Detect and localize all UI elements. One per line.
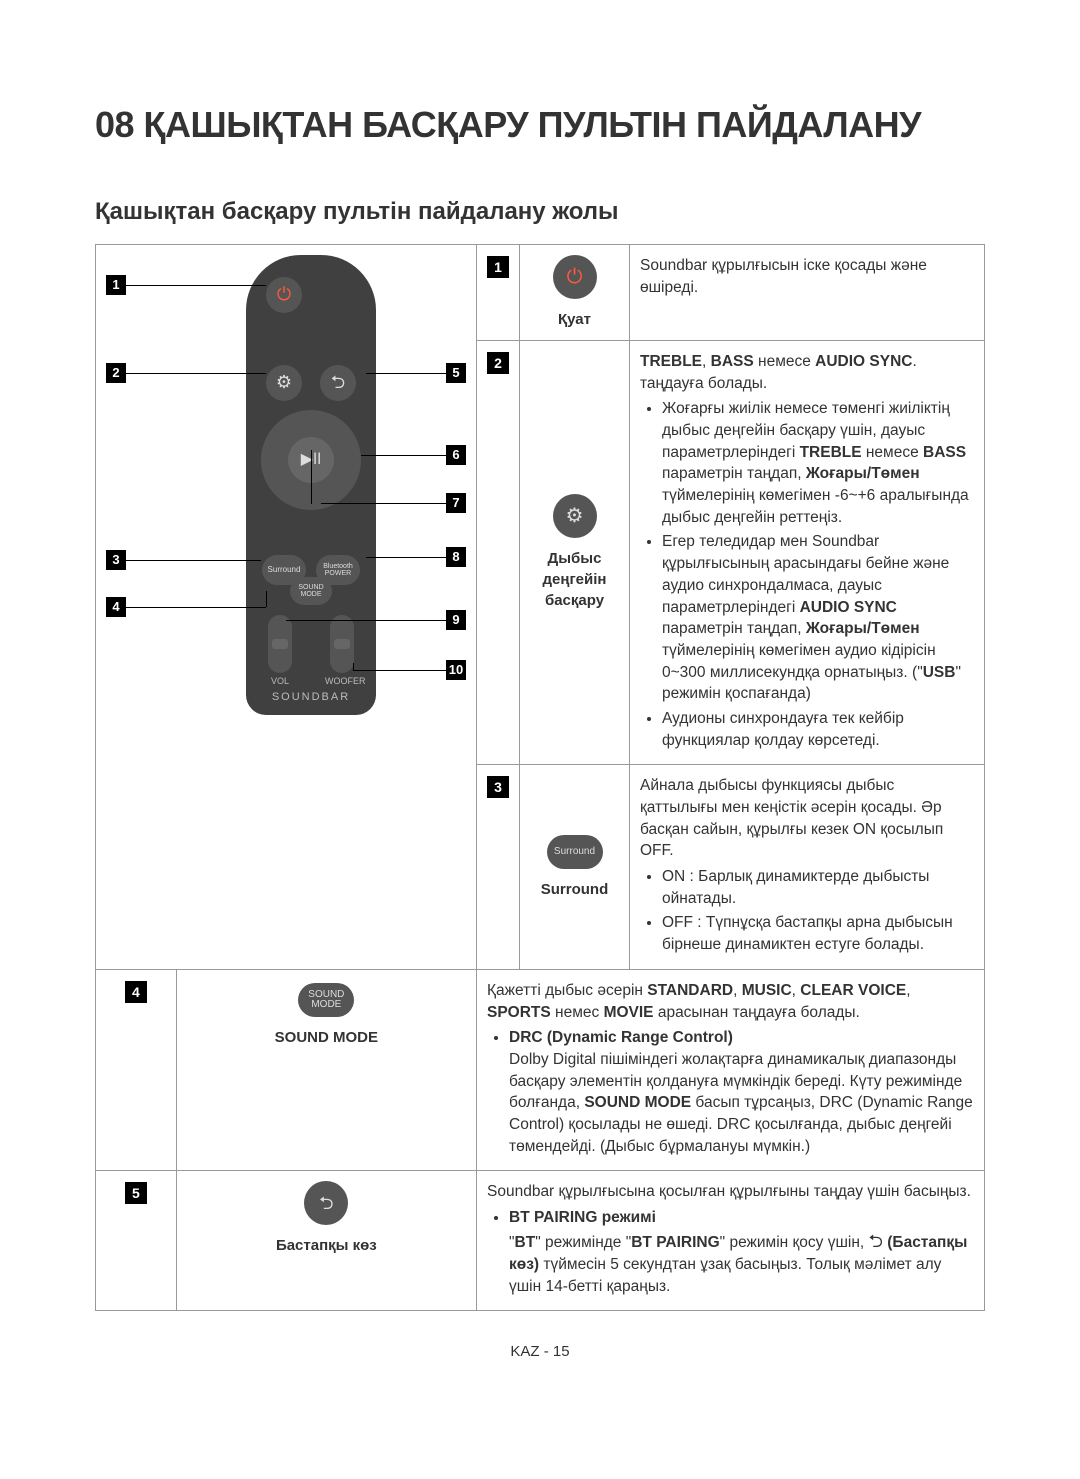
surround-icon-large: Surround xyxy=(547,835,603,869)
row3-desc: Айнала дыбысы функциясы дыбыс қаттылығы … xyxy=(630,765,985,970)
remote-functions-table: ⏻ ⚙ ⮌ ▶ǀǀ Surround Bluetooth POWER SOUND… xyxy=(95,244,985,1311)
woofer-rocker: WOOFER xyxy=(330,615,354,673)
row1-num: 1 xyxy=(487,256,509,278)
callout-7: 7 xyxy=(446,493,466,513)
row5-desc: Soundbar құрылғысына қосылған құрылғыны … xyxy=(477,1171,985,1311)
page-subtitle: Қашықтан басқару пультін пайдалану жолы xyxy=(95,195,985,229)
row2-icon-label: Дыбыс деңгейін басқару xyxy=(530,548,619,611)
callout-8: 8 xyxy=(446,547,466,567)
remote-brand-label: SOUNDBAR xyxy=(246,690,376,705)
callout-4: 4 xyxy=(106,597,126,617)
row4-desc: Қажетті дыбыс әсерін STANDARD, MUSIC, CL… xyxy=(477,969,985,1171)
callout-5: 5 xyxy=(446,363,466,383)
remote-diagram: ⏻ ⚙ ⮌ ▶ǀǀ Surround Bluetooth POWER SOUND… xyxy=(96,245,476,735)
page-footer: KAZ - 15 xyxy=(95,1341,985,1362)
soundmode-icon-large: SOUNDMODE xyxy=(298,983,354,1017)
source-icon-large: ⮌ xyxy=(304,1181,348,1225)
row2-num: 2 xyxy=(487,352,509,374)
vol-rocker: VOL xyxy=(268,615,292,673)
row4-icon-label: SOUND MODE xyxy=(187,1027,466,1048)
sound-mode-button: SOUND MODE xyxy=(290,577,332,605)
row1-desc: Soundbar құрылғысын іске қосады және өші… xyxy=(630,244,985,340)
power-icon-large: ⏻ xyxy=(553,255,597,299)
row2-desc: TREBLE, BASS немесе AUDIO SYNC. таңдауға… xyxy=(630,340,985,764)
row3-num: 3 xyxy=(487,776,509,798)
source-icon: ⮌ xyxy=(320,365,356,401)
power-icon: ⏻ xyxy=(266,277,302,313)
row4-num: 4 xyxy=(125,981,147,1003)
callout-2: 2 xyxy=(106,363,126,383)
row5-num: 5 xyxy=(125,1182,147,1204)
callout-3: 3 xyxy=(106,550,126,570)
row3-icon-label: Surround xyxy=(530,879,619,900)
callout-9: 9 xyxy=(446,610,466,630)
callout-1: 1 xyxy=(106,275,126,295)
row1-icon-label: Қуат xyxy=(530,309,619,330)
callout-10: 10 xyxy=(446,660,466,680)
gear-icon: ⚙ xyxy=(266,365,302,401)
gear-icon-large: ⚙ xyxy=(553,494,597,538)
row5-icon-label: Бастапқы көз xyxy=(187,1235,466,1256)
page-title: 08 ҚАШЫҚТАН БАСҚАРУ ПУЛЬТІН ПАЙДАЛАНУ xyxy=(95,100,985,150)
callout-6: 6 xyxy=(446,445,466,465)
